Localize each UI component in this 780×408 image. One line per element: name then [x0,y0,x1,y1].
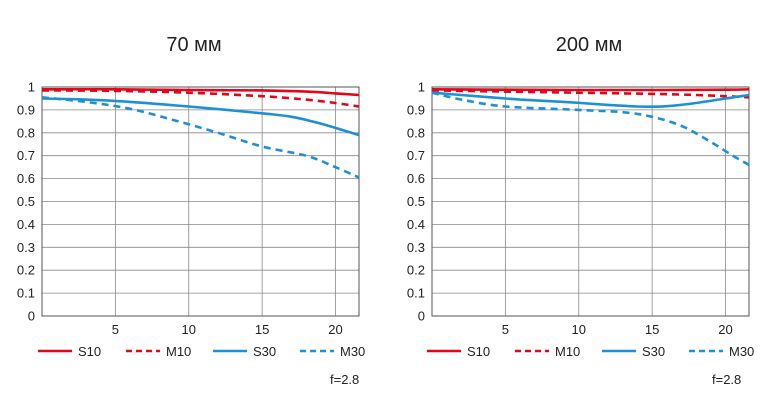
legend-label-m30: M30 [340,344,366,359]
plot-frame [431,86,750,317]
series-line-m30 [41,96,360,179]
x-tick-label: 10 [182,322,196,337]
y-tick-label: 0.9 [407,102,425,117]
aperture-note-200mm: f=2.8 [712,372,742,387]
y-tick-label: 1 [28,80,35,95]
y-tick-label: 0.8 [17,125,35,140]
x-tick-label: 20 [718,322,732,337]
x-tick-label: 20 [328,322,342,337]
legend-swatch-m10 [126,349,160,353]
y-tick-label: 0.7 [407,148,425,163]
y-tick-label: 1 [418,80,425,95]
legend-label-m30: M30 [729,344,755,359]
y-tick-label: 0.6 [17,171,35,186]
legend-label-s10: S10 [467,344,491,359]
series-line-s10 [41,87,360,97]
series-line-m10 [41,89,360,108]
mtf-chart-70mm: 00.10.20.30.40.50.60.70.80.915 10 15 20 [17,80,360,337]
y-tick-label: 0.2 [407,263,425,278]
legend-swatch-s10 [38,349,72,353]
series-line-s30 [431,91,750,109]
legend-swatch-m10 [515,349,549,353]
legend-swatch-s30 [213,349,247,353]
y-tick-label: 0.1 [17,286,35,301]
aperture-note-70mm: f=2.8 [330,372,360,387]
y-tick-label: 0.4 [17,217,35,232]
series-line-s30 [41,97,360,137]
legend-label-m10: M10 [166,344,192,359]
legend-label-s30: S30 [253,344,277,359]
x-tick-label: 5 [502,322,509,337]
y-tick-label: 0.1 [407,286,425,301]
legend-label-m10: M10 [555,344,581,359]
legend-label-s10: S10 [78,344,102,359]
y-tick-label: 0 [28,309,35,324]
y-tick-label: 0 [418,309,425,324]
y-tick-label: 0.6 [407,171,425,186]
series-line-m10 [431,89,750,99]
x-tick-label: 10 [572,322,586,337]
y-tick-label: 0.3 [407,240,425,255]
series-line-s10 [431,88,750,92]
y-tick-label: 0.8 [407,125,425,140]
legend-70mm: S10 M10 S30 M30 [38,344,368,360]
legend-swatch-s10 [427,349,461,353]
x-tick-label: 15 [255,322,269,337]
mtf-chart-200mm: 00.10.20.30.40.50.60.70.80.915 10 15 20 [407,80,750,337]
chart-title-70mm: 70 мм [166,34,222,56]
y-tick-label: 0.2 [17,263,35,278]
y-tick-label: 0.5 [407,194,425,209]
legend-200mm: S10 M10 S30 M30 [427,344,757,360]
chart-title-200mm: 200 мм [555,34,623,56]
y-tick-label: 0.4 [407,217,425,232]
y-tick-label: 0.9 [17,102,35,117]
legend-swatch-s30 [602,349,636,353]
series-line-m30 [431,91,750,167]
legend-label-s30: S30 [642,344,666,359]
y-tick-label: 0.7 [17,148,35,163]
x-tick-label: 15 [645,322,659,337]
legend-swatch-m30 [689,349,723,353]
legend-swatch-m30 [300,349,334,353]
plot-frame [41,86,360,317]
y-tick-label: 0.3 [17,240,35,255]
y-tick-label: 0.5 [17,194,35,209]
x-tick-label: 5 [112,322,119,337]
